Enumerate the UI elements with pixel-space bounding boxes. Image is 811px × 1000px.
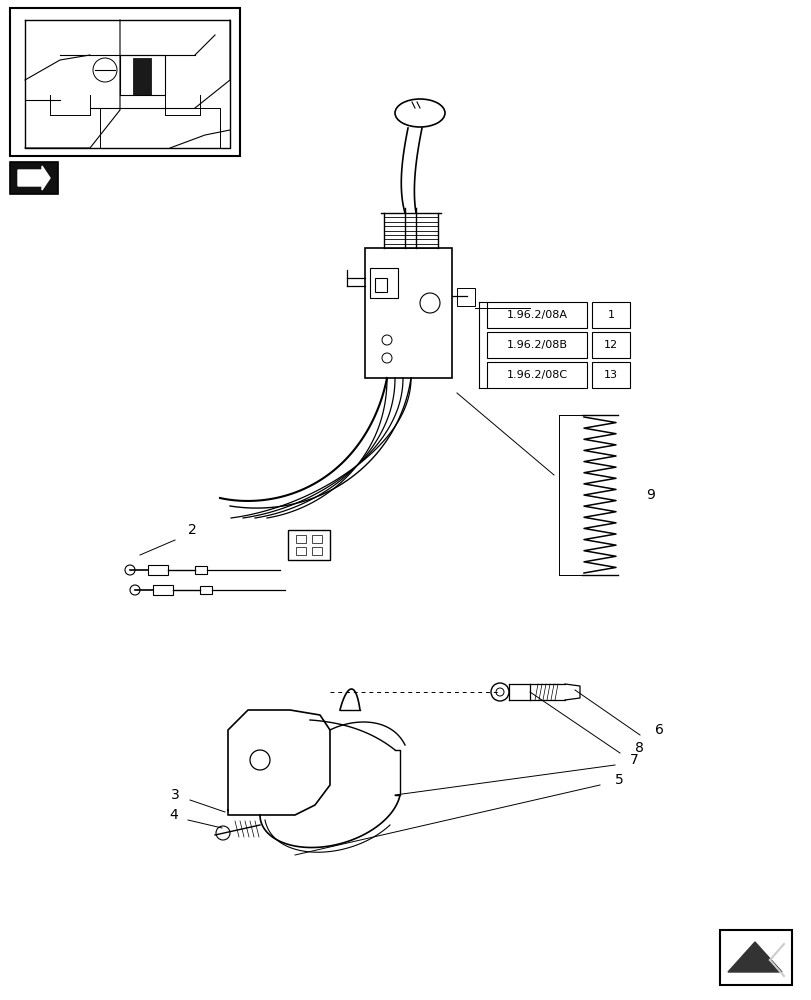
Bar [288,530,329,560]
Text: 9: 9 [646,488,654,502]
Text: 3: 3 [171,788,180,802]
Text: 7: 7 [629,753,638,767]
Text: 4: 4 [169,808,178,822]
Bar [148,565,168,575]
Text: 12: 12 [603,340,617,350]
Text: 1: 1 [607,310,614,320]
Bar [591,302,629,328]
Bar [375,278,387,292]
Bar [457,288,474,306]
Bar [365,248,452,378]
Text: 1.96.2/08C: 1.96.2/08C [506,370,567,380]
Bar [133,58,151,95]
Text: 6: 6 [654,723,663,737]
Polygon shape [727,942,781,972]
Polygon shape [18,166,50,190]
Text: 13: 13 [603,370,617,380]
Text: 2: 2 [187,523,196,537]
Text: 5: 5 [614,773,623,787]
Text: 8: 8 [634,741,643,755]
Bar [311,535,322,543]
Text: 1.96.2/08B: 1.96.2/08B [506,340,567,350]
Bar [200,586,212,594]
Bar [487,362,586,388]
Bar [10,162,58,194]
Bar [591,332,629,358]
Bar [487,302,586,328]
Bar [311,547,322,555]
Bar [591,362,629,388]
Bar [370,268,397,298]
Bar [152,585,173,595]
Bar [10,8,240,156]
Bar [296,547,306,555]
Bar [195,566,207,574]
Text: 1.96.2/08A: 1.96.2/08A [506,310,567,320]
Bar [487,332,586,358]
Bar [719,930,791,985]
Bar [296,535,306,543]
